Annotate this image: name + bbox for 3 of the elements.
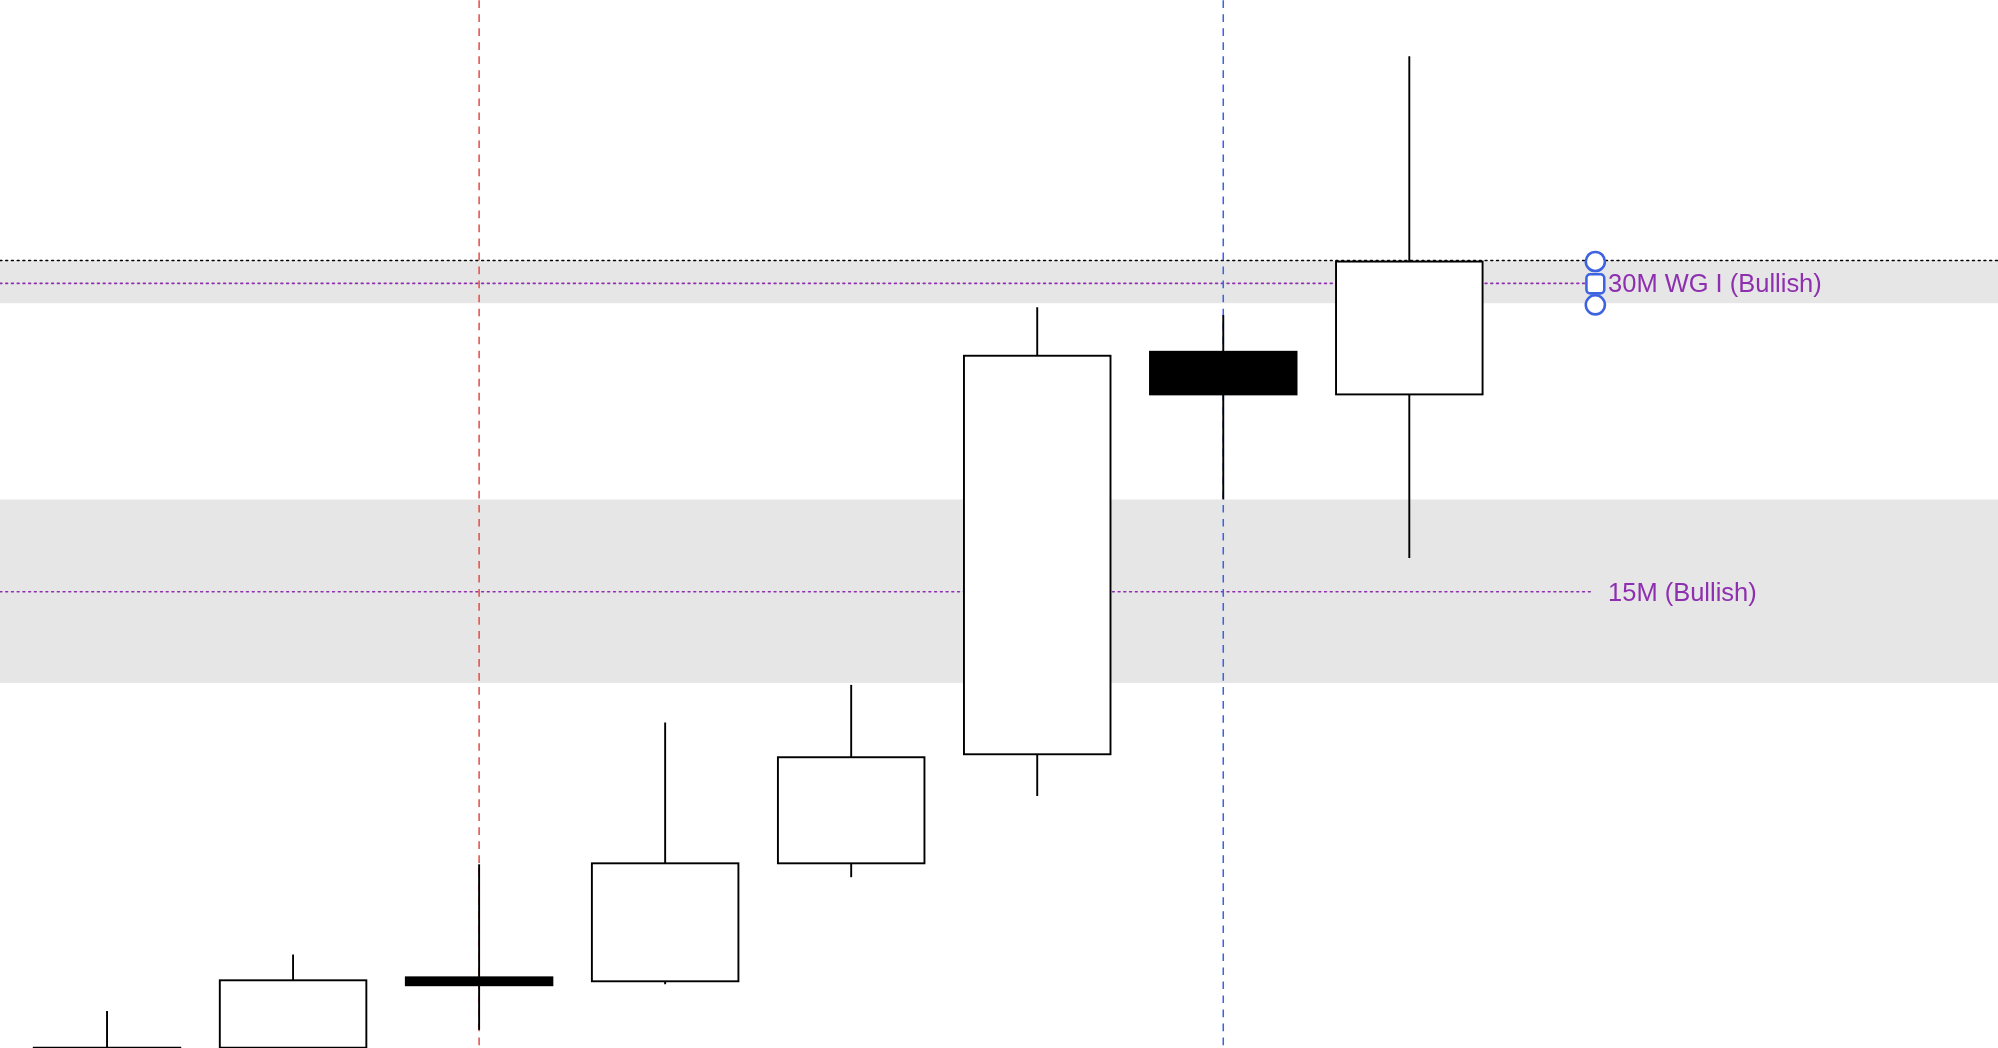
ref-line-label: 15M (Bullish): [1608, 577, 1757, 606]
candlestick: [404, 863, 554, 1031]
ref-line-label: 30M WG I (Bullish): [1608, 269, 1822, 298]
